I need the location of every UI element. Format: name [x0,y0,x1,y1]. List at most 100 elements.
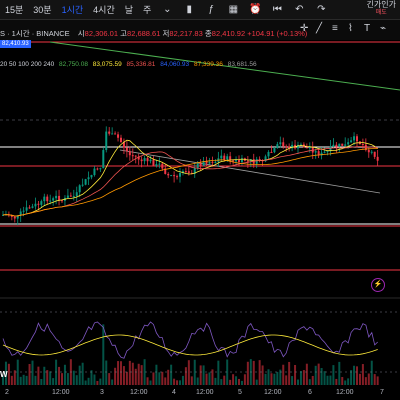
volume-bar [308,379,311,385]
volume-bar [376,376,379,385]
volume-bar [134,368,137,385]
candle-body [364,144,367,150]
volume-bar [291,376,294,385]
volume-bar [10,375,13,385]
ohlc-h-label: 고 [120,29,128,38]
ma-periods: 20 50 100 200 240 [0,61,55,68]
volume-bar [217,360,220,385]
ohlc-change: +104.91 (+0.13%) [247,29,308,38]
volume-bar [335,378,338,385]
volume-bar [370,360,373,385]
volume-bar [252,360,255,385]
volume-bar [40,379,43,385]
pattern-icon[interactable]: ⌁ [380,23,387,34]
candle-body [143,158,146,162]
candle-body [208,161,211,164]
candle-body [13,216,16,219]
candle-style-icon[interactable]: ▮ [186,3,193,15]
volume-bar [146,377,149,385]
volume-bar [66,373,69,385]
volume-bar [350,370,353,385]
volume-bar [28,363,31,385]
redo-icon[interactable]: ↷ [317,3,326,15]
crosshair-icon[interactable]: ✛ [300,23,309,34]
candle-body [184,171,187,173]
volume-bar [214,377,217,385]
volume-bar [240,380,243,385]
candle-body [353,136,356,141]
volume-bar [152,372,155,385]
x-label: 5 [238,389,242,396]
trend-line-icon[interactable]: ╱ [316,23,323,34]
volume-bar [78,365,81,385]
candle-body [181,171,184,173]
ma-value-4: 84,060.93 [160,61,190,68]
candle-body [22,210,25,212]
timeframe-4h[interactable]: 4시간 [93,5,115,15]
volume-bar [122,366,125,385]
candle-body [105,131,108,151]
timeframe-15m[interactable]: 15분 [5,5,24,15]
long-short-label[interactable]: 긴가인가 매도 [367,1,396,17]
undo-icon[interactable]: ↶ [295,3,304,15]
timeframe-1h[interactable]: 1시간 [61,5,84,15]
ma-line-yellow [2,139,378,217]
candle-body [326,151,329,153]
volume-bar [84,380,87,385]
candle-body [52,198,55,201]
chevron-down-icon[interactable]: ⌄ [163,3,172,15]
volume-bar [344,380,347,385]
volume-bar [246,361,249,385]
layout-icon[interactable]: ▦ [228,3,239,15]
volume-bar [302,370,305,385]
volume-bar [358,373,361,385]
volume-bar [320,368,323,385]
candle-body [229,156,232,161]
ohlc-o-label: 시 [77,29,85,38]
volume-bar [170,364,173,385]
candle-body [258,158,261,161]
candle-body [232,160,235,162]
candle-body [344,144,347,146]
timeframe-day[interactable]: 날 [124,5,134,15]
candle-body [285,146,288,148]
replay-icon[interactable]: ⏮ [272,3,282,15]
candle-body [93,168,96,176]
candle-body [161,163,164,169]
indicators-icon[interactable]: ƒ [208,3,215,15]
volume-bar [155,364,158,385]
alert-clock-icon[interactable]: ⏰ [249,3,262,15]
alert-bolt-icon[interactable]: ⚡ [371,278,385,292]
volume-bar [258,360,261,385]
candle-body [164,168,167,174]
ohlc-l: 82,217.83 [169,29,203,38]
oscillator-signal-line [2,334,378,356]
oscillator-line [2,321,378,359]
candle-body [81,184,84,186]
candle-body [69,195,72,197]
candle-body [335,144,338,147]
candle-body [40,201,43,205]
candle-body [273,148,276,153]
volume-bar [120,361,122,385]
volume-bar [7,363,10,385]
candle-body [320,152,323,156]
candle-body [347,142,350,145]
timeframe-week[interactable]: 주 [143,5,152,15]
ma-value-3: 85,336.81 [126,61,156,68]
timeframe-30m[interactable]: 30분 [33,5,52,15]
volume-bar [176,380,179,385]
fib-icon[interactable]: ≡ [332,23,338,34]
text-tool-icon[interactable]: T [364,23,371,34]
x-label: 12:00 [196,389,214,396]
volume-bar [61,373,63,385]
volume-bar [55,359,58,385]
brush-icon[interactable]: ⌇ [348,23,353,34]
candle-body [190,172,193,174]
candle-body [305,147,308,149]
volume-bar [329,375,332,385]
candle-body [299,144,302,146]
volume-bar [46,370,49,385]
volume-bar [37,366,40,385]
